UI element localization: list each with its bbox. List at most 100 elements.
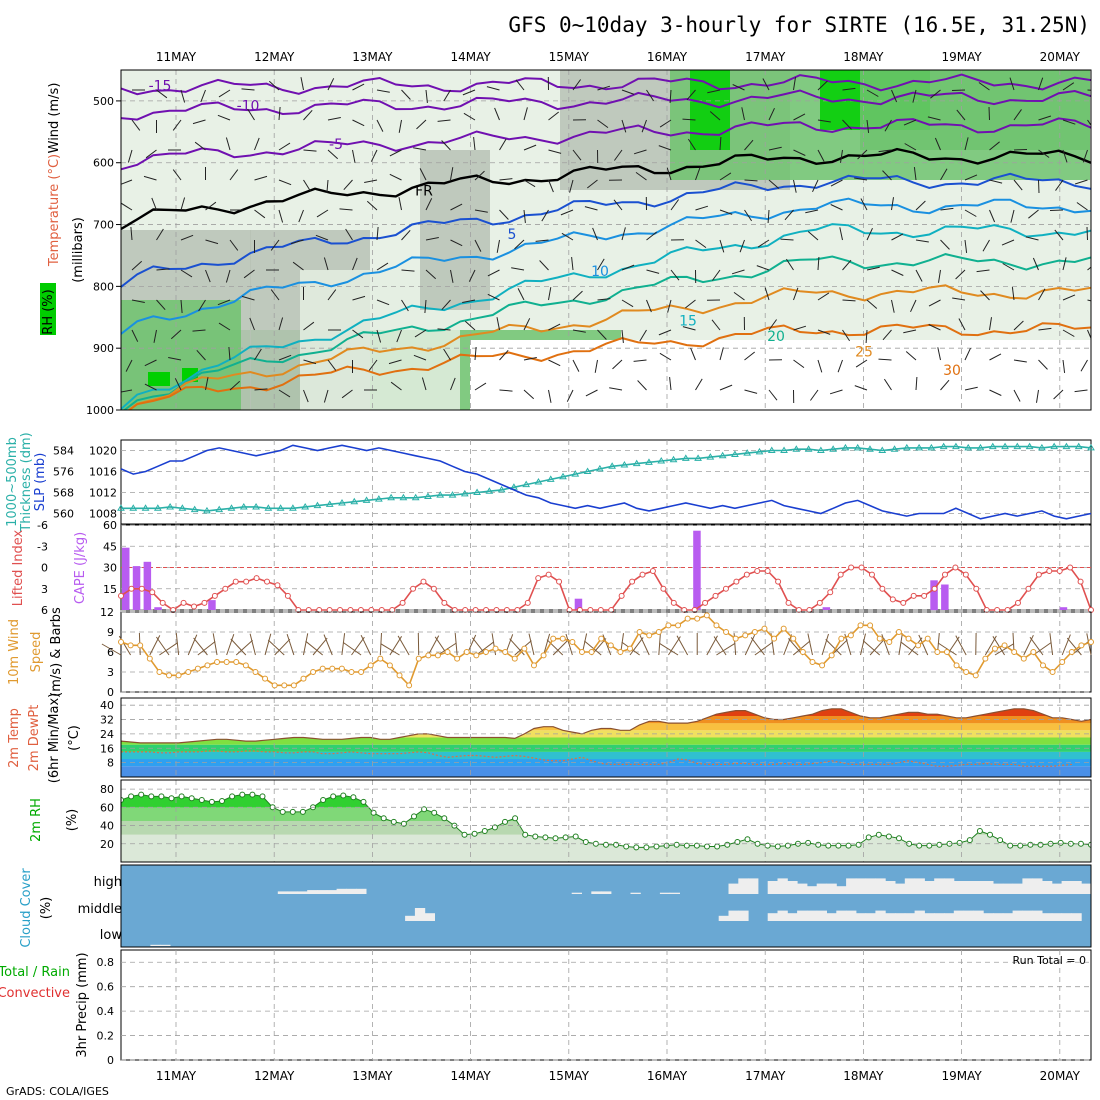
wind-barb (151, 197, 157, 211)
cloud-cell (895, 883, 906, 894)
wind-barb (414, 329, 427, 338)
wind-barb (762, 78, 770, 91)
cloud-level-labels: high middle low (78, 875, 123, 943)
wind-barb (499, 178, 513, 181)
wind-barb (1013, 109, 1022, 121)
li-line-marker (722, 585, 729, 592)
li-line-marker (785, 599, 792, 606)
wind-barb (343, 179, 353, 191)
wind10m-barb (639, 634, 650, 656)
cape-bar (941, 584, 949, 610)
wind-barb (326, 179, 329, 194)
cloud-cell (846, 910, 857, 921)
thickness-tick: 576 (53, 466, 74, 479)
cloud-cell (346, 888, 357, 894)
cloud-cell (787, 881, 798, 894)
rh2m-marker (380, 815, 387, 822)
wind-barb (793, 179, 797, 193)
wind-barb (903, 119, 917, 126)
rh2m-marker (784, 842, 791, 849)
li-line-marker (889, 596, 896, 603)
wind-barb (327, 289, 337, 301)
wind-barb (194, 141, 206, 151)
wind10m-line-marker (271, 682, 278, 689)
wind-barb (719, 172, 732, 181)
precip-tick: 0.8 (97, 956, 115, 969)
upper-grid (121, 70, 1091, 410)
wind10m-barb (312, 637, 328, 656)
wind-barb (425, 237, 439, 241)
wind10m-line-marker (242, 662, 249, 669)
wind-barb (621, 264, 635, 271)
wind10m-line-marker (1020, 655, 1027, 662)
wind-barb (817, 119, 831, 123)
cloud-cell (287, 891, 298, 894)
wind-barb (450, 203, 463, 211)
wind-barb (915, 239, 929, 243)
wind-barb (1062, 149, 1068, 163)
wind-barb (768, 179, 780, 189)
wind-barb (468, 269, 476, 282)
rh2m-marker (653, 843, 660, 850)
wind-barb (572, 149, 582, 161)
wind-barb (254, 209, 266, 219)
bottom-date-label: 14MAY (450, 1069, 491, 1083)
dewpt2m-label: 2m DewPt (27, 705, 42, 772)
wind10m-barb (831, 639, 848, 656)
wind-barb (1076, 202, 1088, 211)
wind10m-barb (546, 639, 564, 656)
wind-barb (425, 89, 428, 103)
contour-label: -15 (149, 78, 172, 94)
rh2m-marker (835, 842, 842, 849)
rh2m-marker (572, 833, 579, 840)
wind-barb (711, 319, 721, 331)
wind-barb (370, 149, 378, 162)
cloud-cell (934, 913, 945, 921)
li-tick: 3 (41, 583, 48, 596)
rh2m-marker (390, 818, 397, 825)
rh2m-marker (693, 842, 700, 849)
wind-barb (523, 179, 536, 188)
contour-label: 10 (591, 264, 609, 280)
li-line-marker (159, 599, 166, 606)
wind-barb (196, 349, 206, 361)
wind-barb (1087, 89, 1091, 91)
thickness-line-marker (485, 487, 494, 494)
wind10m-barb (397, 635, 410, 656)
wind-barb (450, 239, 463, 247)
wind10m-line-marker (771, 635, 778, 642)
wind10m-barb (230, 638, 247, 656)
wind-barb (218, 322, 231, 331)
rh2m-marker (1017, 842, 1024, 849)
wind-barb (1062, 257, 1067, 271)
wind-barb (670, 199, 680, 211)
wind-barb (486, 86, 500, 91)
wind10m-line-marker (713, 622, 720, 629)
rh2m-marker (592, 840, 599, 847)
wind-barb (621, 89, 635, 95)
rh2m-marker (522, 831, 529, 838)
li-line-marker (639, 571, 646, 578)
wind10m-barb (543, 633, 551, 656)
wind-barb (958, 318, 966, 331)
wind10m-line-marker (569, 639, 576, 645)
wind-barb (793, 113, 806, 121)
wind-barb (744, 179, 758, 182)
precip-tick: 0.2 (97, 1030, 115, 1043)
wind-barb (940, 379, 950, 391)
li-line-marker (629, 578, 636, 585)
rh2m-tick: 40 (100, 820, 114, 833)
top-date-label: 18MAY (843, 50, 884, 64)
rh2m-marker (815, 841, 822, 848)
wind-barb (1001, 239, 1015, 246)
wind-barb (793, 359, 805, 369)
wind-barb (940, 207, 954, 211)
wind-barb (316, 209, 329, 218)
wind10m-line-marker (444, 649, 451, 655)
wind-barb (131, 119, 141, 131)
wind-barb (474, 170, 485, 181)
wind-barb (768, 319, 778, 331)
thickness-line-marker (890, 445, 899, 452)
wind-barb (376, 262, 389, 271)
